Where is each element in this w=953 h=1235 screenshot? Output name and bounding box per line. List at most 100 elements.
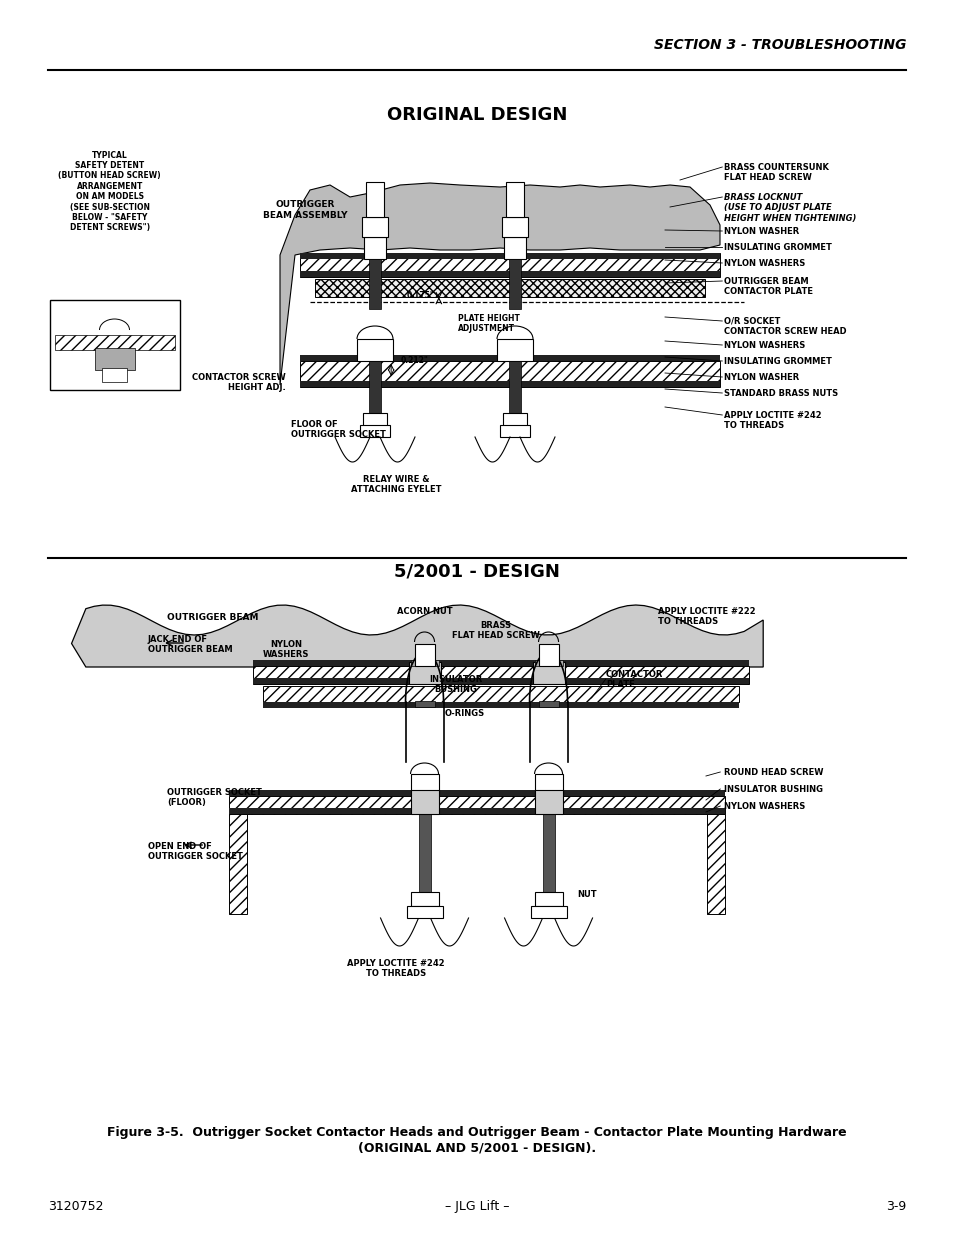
Bar [534, 892, 562, 906]
Bar [262, 701, 739, 708]
Bar [299, 270, 720, 277]
Text: ROUND HEAD SCREW: ROUND HEAD SCREW [723, 768, 822, 777]
Text: CONTACTOR SCREW
HEIGHT ADJ.: CONTACTOR SCREW HEIGHT ADJ. [193, 373, 286, 393]
Text: OPEN END OF
OUTRIGGER SOCKET: OPEN END OF OUTRIGGER SOCKET [148, 842, 242, 861]
Text: NUT: NUT [577, 890, 597, 899]
Bar [530, 906, 566, 918]
Bar [542, 790, 554, 904]
Text: – JLG Lift –: – JLG Lift – [444, 1199, 509, 1213]
Text: JACK END OF
OUTRIGGER BEAM: JACK END OF OUTRIGGER BEAM [148, 635, 233, 655]
Bar [538, 701, 558, 706]
Bar [538, 643, 558, 666]
Bar [359, 425, 390, 437]
Text: 3-9: 3-9 [885, 1199, 905, 1213]
Text: INSULATING GROMMET: INSULATING GROMMET [723, 243, 831, 252]
Bar [534, 790, 562, 814]
Bar [499, 425, 530, 437]
Bar [262, 685, 739, 701]
Bar [497, 338, 533, 361]
Bar [534, 774, 562, 797]
Bar [253, 659, 748, 666]
Bar [356, 338, 393, 361]
Text: APPLY LOCTITE #242
TO THREADS: APPLY LOCTITE #242 TO THREADS [723, 411, 821, 431]
Bar [509, 259, 520, 309]
Bar [501, 217, 528, 237]
Text: OUTRIGGER SOCKET
(FLOOR): OUTRIGGER SOCKET (FLOOR) [167, 788, 261, 808]
Bar [55, 335, 174, 350]
Bar [299, 253, 720, 259]
Text: OUTRIGGER
BEAM ASSEMBLY: OUTRIGGER BEAM ASSEMBLY [262, 200, 347, 220]
Text: O/R SOCKET
CONTACTOR SCREW HEAD: O/R SOCKET CONTACTOR SCREW HEAD [723, 317, 846, 336]
Text: NYLON WASHER: NYLON WASHER [723, 227, 799, 236]
Bar [229, 814, 247, 914]
Text: BRASS LOCKNUT
(USE TO ADJUST PLATE
HEIGHT WHEN TIGHTENING): BRASS LOCKNUT (USE TO ADJUST PLATE HEIGH… [723, 193, 856, 222]
Bar [410, 790, 438, 814]
Bar [314, 279, 704, 296]
Bar [415, 701, 434, 706]
Text: BRASS
FLAT HEAD SCREW: BRASS FLAT HEAD SCREW [452, 621, 539, 641]
Text: NYLON WASHERS: NYLON WASHERS [723, 802, 804, 811]
Bar [369, 259, 380, 309]
Bar [363, 412, 387, 427]
Bar [299, 361, 720, 387]
Text: APPLY LOCTITE #222
TO THREADS: APPLY LOCTITE #222 TO THREADS [658, 606, 755, 626]
Polygon shape [71, 605, 762, 667]
Bar [299, 382, 720, 387]
Text: OUTRIGGER BEAM
CONTACTOR PLATE: OUTRIGGER BEAM CONTACTOR PLATE [723, 277, 812, 296]
Text: RELAY WIRE &
ATTACHING EYELET: RELAY WIRE & ATTACHING EYELET [351, 475, 440, 494]
Bar [229, 790, 724, 797]
Bar [418, 790, 430, 904]
Polygon shape [280, 183, 720, 385]
Text: INSULATOR BUSHING: INSULATOR BUSHING [723, 785, 822, 794]
Text: NYLON
WASHERS: NYLON WASHERS [263, 640, 309, 659]
Text: FLOOR OF
OUTRIGGER SOCKET: FLOOR OF OUTRIGGER SOCKET [291, 420, 385, 440]
Bar [406, 906, 442, 918]
Bar [534, 659, 562, 666]
Text: 3120752: 3120752 [48, 1199, 103, 1213]
Bar [503, 237, 525, 259]
Text: ORIGINAL DESIGN: ORIGINAL DESIGN [386, 106, 567, 124]
Bar [50, 300, 180, 390]
Text: STANDARD BRASS NUTS: STANDARD BRASS NUTS [723, 389, 838, 398]
Bar [253, 666, 748, 684]
Bar [415, 643, 434, 666]
Bar [361, 217, 388, 237]
Text: INSULATING GROMMET: INSULATING GROMMET [723, 357, 831, 366]
Bar [410, 892, 438, 906]
Text: NYLON WASHERS: NYLON WASHERS [723, 341, 804, 350]
Bar [369, 361, 380, 415]
Bar [299, 253, 720, 277]
Bar [229, 797, 724, 814]
Bar [366, 182, 383, 217]
Bar [410, 774, 438, 797]
Bar [408, 662, 440, 684]
Bar [102, 368, 127, 382]
Text: 0.175": 0.175" [406, 291, 434, 300]
Text: OUTRIGGER BEAM: OUTRIGGER BEAM [167, 613, 258, 622]
Text: CONTACTOR
PLATE: CONTACTOR PLATE [605, 671, 662, 689]
Bar [506, 182, 523, 217]
Text: ACORN NUT: ACORN NUT [396, 606, 452, 616]
Text: TYPICAL
SAFETY DETENT
(BUTTON HEAD SCREW)
ARRANGEMENT
ON AM MODELS
(SEE SUB-SECT: TYPICAL SAFETY DETENT (BUTTON HEAD SCREW… [58, 151, 161, 232]
Bar [299, 354, 720, 361]
Bar [253, 678, 748, 684]
Bar [706, 814, 724, 914]
Text: INSULATOR
BUSHING: INSULATOR BUSHING [429, 676, 482, 694]
Text: 0.212": 0.212" [400, 356, 428, 366]
Text: O-RINGS: O-RINGS [444, 709, 484, 718]
Text: SECTION 3 - TROUBLESHOOTING: SECTION 3 - TROUBLESHOOTING [653, 38, 905, 52]
Text: Figure 3-5.  Outrigger Socket Contactor Heads and Outrigger Beam - Contactor Pla: Figure 3-5. Outrigger Socket Contactor H… [107, 1126, 846, 1155]
Bar [410, 659, 438, 666]
Bar [229, 808, 724, 814]
Bar [509, 361, 520, 415]
Text: BRASS COUNTERSUNK
FLAT HEAD SCREW: BRASS COUNTERSUNK FLAT HEAD SCREW [723, 163, 828, 183]
Text: APPLY LOCTITE #242
TO THREADS: APPLY LOCTITE #242 TO THREADS [347, 960, 444, 978]
Text: NYLON WASHER: NYLON WASHER [723, 373, 799, 382]
Bar [532, 662, 564, 684]
Text: 5/2001 - DESIGN: 5/2001 - DESIGN [394, 563, 559, 580]
Bar [95, 348, 135, 370]
Text: NYLON WASHERS: NYLON WASHERS [723, 259, 804, 268]
Bar [502, 412, 526, 427]
Text: PLATE HEIGHT
ADJUSTMENT: PLATE HEIGHT ADJUSTMENT [457, 314, 519, 333]
Bar [364, 237, 386, 259]
